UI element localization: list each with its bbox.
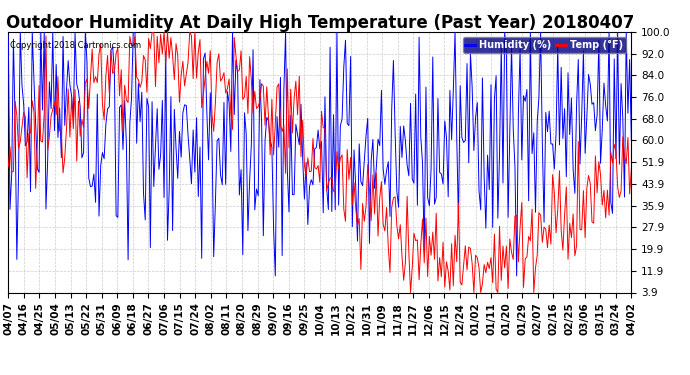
Title: Outdoor Humidity At Daily High Temperature (Past Year) 20180407: Outdoor Humidity At Daily High Temperatu…	[6, 14, 634, 32]
Legend: Humidity (%), Temp (°F): Humidity (%), Temp (°F)	[462, 37, 626, 53]
Text: Copyright 2018 Cartronics.com: Copyright 2018 Cartronics.com	[10, 41, 141, 50]
